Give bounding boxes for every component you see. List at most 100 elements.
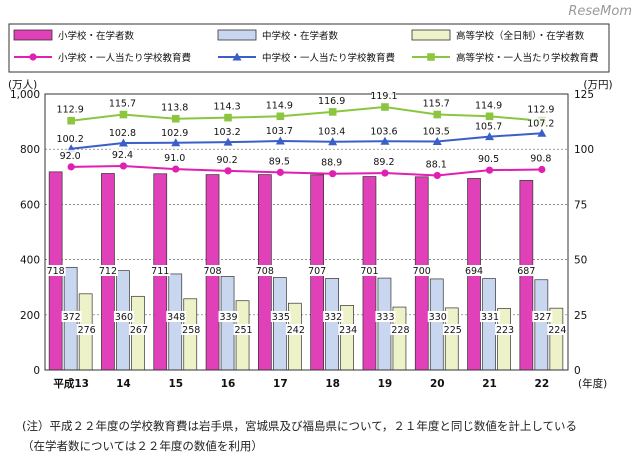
line-label-bg [371, 156, 396, 168]
legend-label: 高等学校（全日制）・在学者数 [456, 30, 585, 42]
bar-label-bg [427, 311, 448, 322]
line-value-label: 92.4 [112, 150, 133, 161]
line-value-label: 114.3 [213, 102, 240, 113]
line-label-bg [319, 156, 344, 168]
grid [45, 148, 568, 316]
marker-triangle [485, 132, 495, 141]
bar [534, 279, 549, 371]
lines [66, 103, 547, 180]
marker-square [427, 53, 435, 61]
legend-label: 小学校・一人当たり学校教育費 [58, 52, 191, 64]
left-tick-label: 1,000 [10, 89, 40, 101]
bar-value-label: 700 [413, 266, 431, 277]
bar-label-bg [181, 324, 202, 335]
bar-value-label: 708 [203, 266, 221, 277]
bar-label-bg [202, 265, 223, 276]
line-value-label: 92.0 [60, 151, 81, 162]
bar-label-bg [307, 265, 328, 276]
bar-label-bg [480, 311, 501, 322]
marker-circle [538, 165, 546, 174]
line-value-label: 103.7 [266, 126, 293, 137]
line-value-label: 89.2 [373, 157, 394, 168]
bar-value-label: 276 [78, 325, 96, 336]
right-axis-unit: (万円) [583, 79, 612, 91]
line-label-bg [371, 90, 396, 102]
x-tick-label: 16 [221, 378, 236, 390]
line-value-label: 105.7 [475, 122, 502, 133]
line-value-label: 103.5 [423, 126, 450, 137]
bar-value-label: 225 [444, 325, 462, 336]
bar-value-label: 267 [130, 325, 148, 336]
bar-label-bg [390, 324, 411, 335]
line-value-label: 103.2 [213, 127, 240, 138]
x-tick-label: 20 [430, 378, 445, 390]
bar-label-bg [464, 265, 485, 276]
bar-label-bg [285, 324, 306, 335]
line-value-label: 112.9 [57, 105, 84, 116]
bar-value-label: 251 [234, 325, 252, 336]
line-label-bg [424, 158, 449, 170]
bar-label-bg [150, 265, 171, 276]
line-value-label: 89.5 [269, 156, 290, 167]
marker-triangle [223, 137, 233, 146]
bar-value-label: 708 [256, 266, 274, 277]
right-tick-label: 75 [574, 199, 587, 211]
bar [325, 278, 339, 371]
line-label-bg [528, 117, 553, 129]
legend-label: 小学校・在学者数 [58, 30, 135, 42]
bar-label-bg [375, 311, 396, 322]
x-tick-label: 15 [168, 378, 183, 390]
bar-label-bg [516, 265, 537, 276]
bar-label-bg [411, 265, 432, 276]
line-label-bg [58, 149, 83, 161]
bar-value-label: 339 [219, 312, 237, 323]
bar-value-label: 348 [167, 312, 185, 323]
x-tick-label: 平成13 [53, 377, 89, 390]
bar-value-label: 360 [115, 312, 133, 323]
bar-value-label: 242 [287, 325, 305, 336]
bar-value-label: 718 [47, 266, 65, 277]
line-value-label: 115.7 [109, 99, 136, 110]
line-label-bg [267, 155, 292, 167]
line-value-label: 102.9 [161, 128, 188, 139]
line-label-bg [58, 103, 83, 115]
line-value-label: 116.9 [318, 96, 345, 107]
line-label-bg [319, 94, 344, 106]
line-value-label: 119.1 [370, 91, 397, 102]
legend-frame [8, 23, 610, 73]
line-label-bg [110, 127, 135, 139]
line-value-label: 115.7 [423, 99, 450, 110]
series-line [71, 132, 542, 150]
bar-value-label: 223 [496, 325, 514, 336]
marker-triangle [537, 128, 547, 137]
line-value-label: 91.0 [164, 153, 185, 164]
marker-circle [224, 167, 232, 175]
line-label-bg [424, 125, 449, 137]
x-tick-label: 17 [273, 378, 288, 390]
marker-circle [29, 53, 37, 61]
x-tick-label: 21 [482, 378, 497, 390]
legend: 小学校・在学者数 中学校・在学者数 高等学校（全日制）・在学者数小学校・一人当たり学… [8, 23, 610, 73]
line-value-label: 103.4 [318, 127, 345, 138]
line-value-label: 100.2 [57, 134, 84, 145]
bar-label-bg [61, 311, 82, 322]
marker-triangle [171, 138, 181, 147]
marker-square [171, 114, 180, 123]
bar-label-bg [338, 324, 359, 335]
line-label-bg [476, 120, 501, 132]
bar-value-label: 372 [63, 312, 81, 323]
bar-label-bg [76, 324, 97, 335]
right-tick-label: 100 [574, 144, 594, 156]
right-tick-label: 50 [574, 255, 587, 267]
left-tick-label: 800 [20, 144, 40, 156]
bar-value-label: 701 [360, 266, 378, 277]
line-value-label: 102.8 [109, 128, 136, 139]
bar-label-bg [359, 265, 380, 276]
left-axis-unit: (万人) [8, 79, 37, 91]
bar-label-bg [532, 311, 553, 322]
axes: 0 200 400 600 800 1,000 0 25 50 75 100 125 (万人) (万円) 平… [8, 79, 613, 390]
bar [377, 277, 392, 371]
line-label-bg [215, 100, 240, 112]
line-label-bg [58, 132, 83, 144]
line-value-label: 112.9 [527, 105, 554, 116]
